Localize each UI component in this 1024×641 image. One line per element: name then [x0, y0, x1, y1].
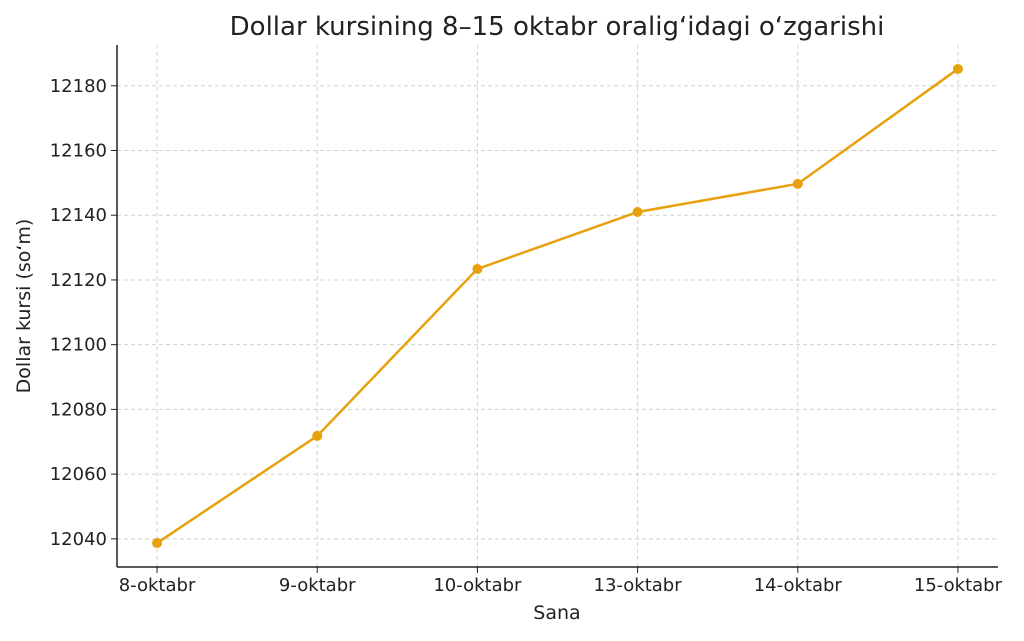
y-tick-label: 12040 [50, 529, 107, 550]
data-point [472, 263, 483, 274]
data-point [952, 63, 963, 74]
grid [117, 45, 998, 567]
data-point [792, 178, 803, 189]
y-tick-label: 12100 [50, 335, 107, 356]
series-line [156, 67, 959, 545]
x-tick-label: 9-oktabr [279, 575, 356, 596]
y-tick-label: 12120 [50, 270, 107, 291]
x-tick-label: 8-oktabr [119, 575, 196, 596]
data-point [632, 206, 643, 217]
series [152, 63, 963, 549]
x-tick-label: 15-oktabr [914, 575, 1003, 596]
y-tick-label: 12160 [50, 141, 107, 162]
x-axis-label: Sana [533, 602, 580, 624]
y-tick-label: 12060 [50, 464, 107, 485]
x-tick-label: 13-oktabr [594, 575, 683, 596]
y-tick-label: 12080 [50, 399, 107, 420]
x-tick-label: 14-oktabr [754, 575, 843, 596]
ticks: 8-oktabr 9-oktabr 10-oktabr 13-oktabr 14-okt… [50, 76, 1003, 596]
data-point [152, 538, 163, 549]
chart-title: Dollar kursining 8–15 oktabr oralig‘idag… [230, 12, 885, 42]
x-tick-label: 10-oktabr [433, 575, 522, 596]
y-tick-label: 12140 [50, 205, 107, 226]
data-point [312, 430, 323, 441]
y-axis-label: Dollar kursi (so‘m) [13, 219, 35, 394]
axes [116, 45, 998, 568]
y-tick-label: 12180 [50, 76, 107, 97]
